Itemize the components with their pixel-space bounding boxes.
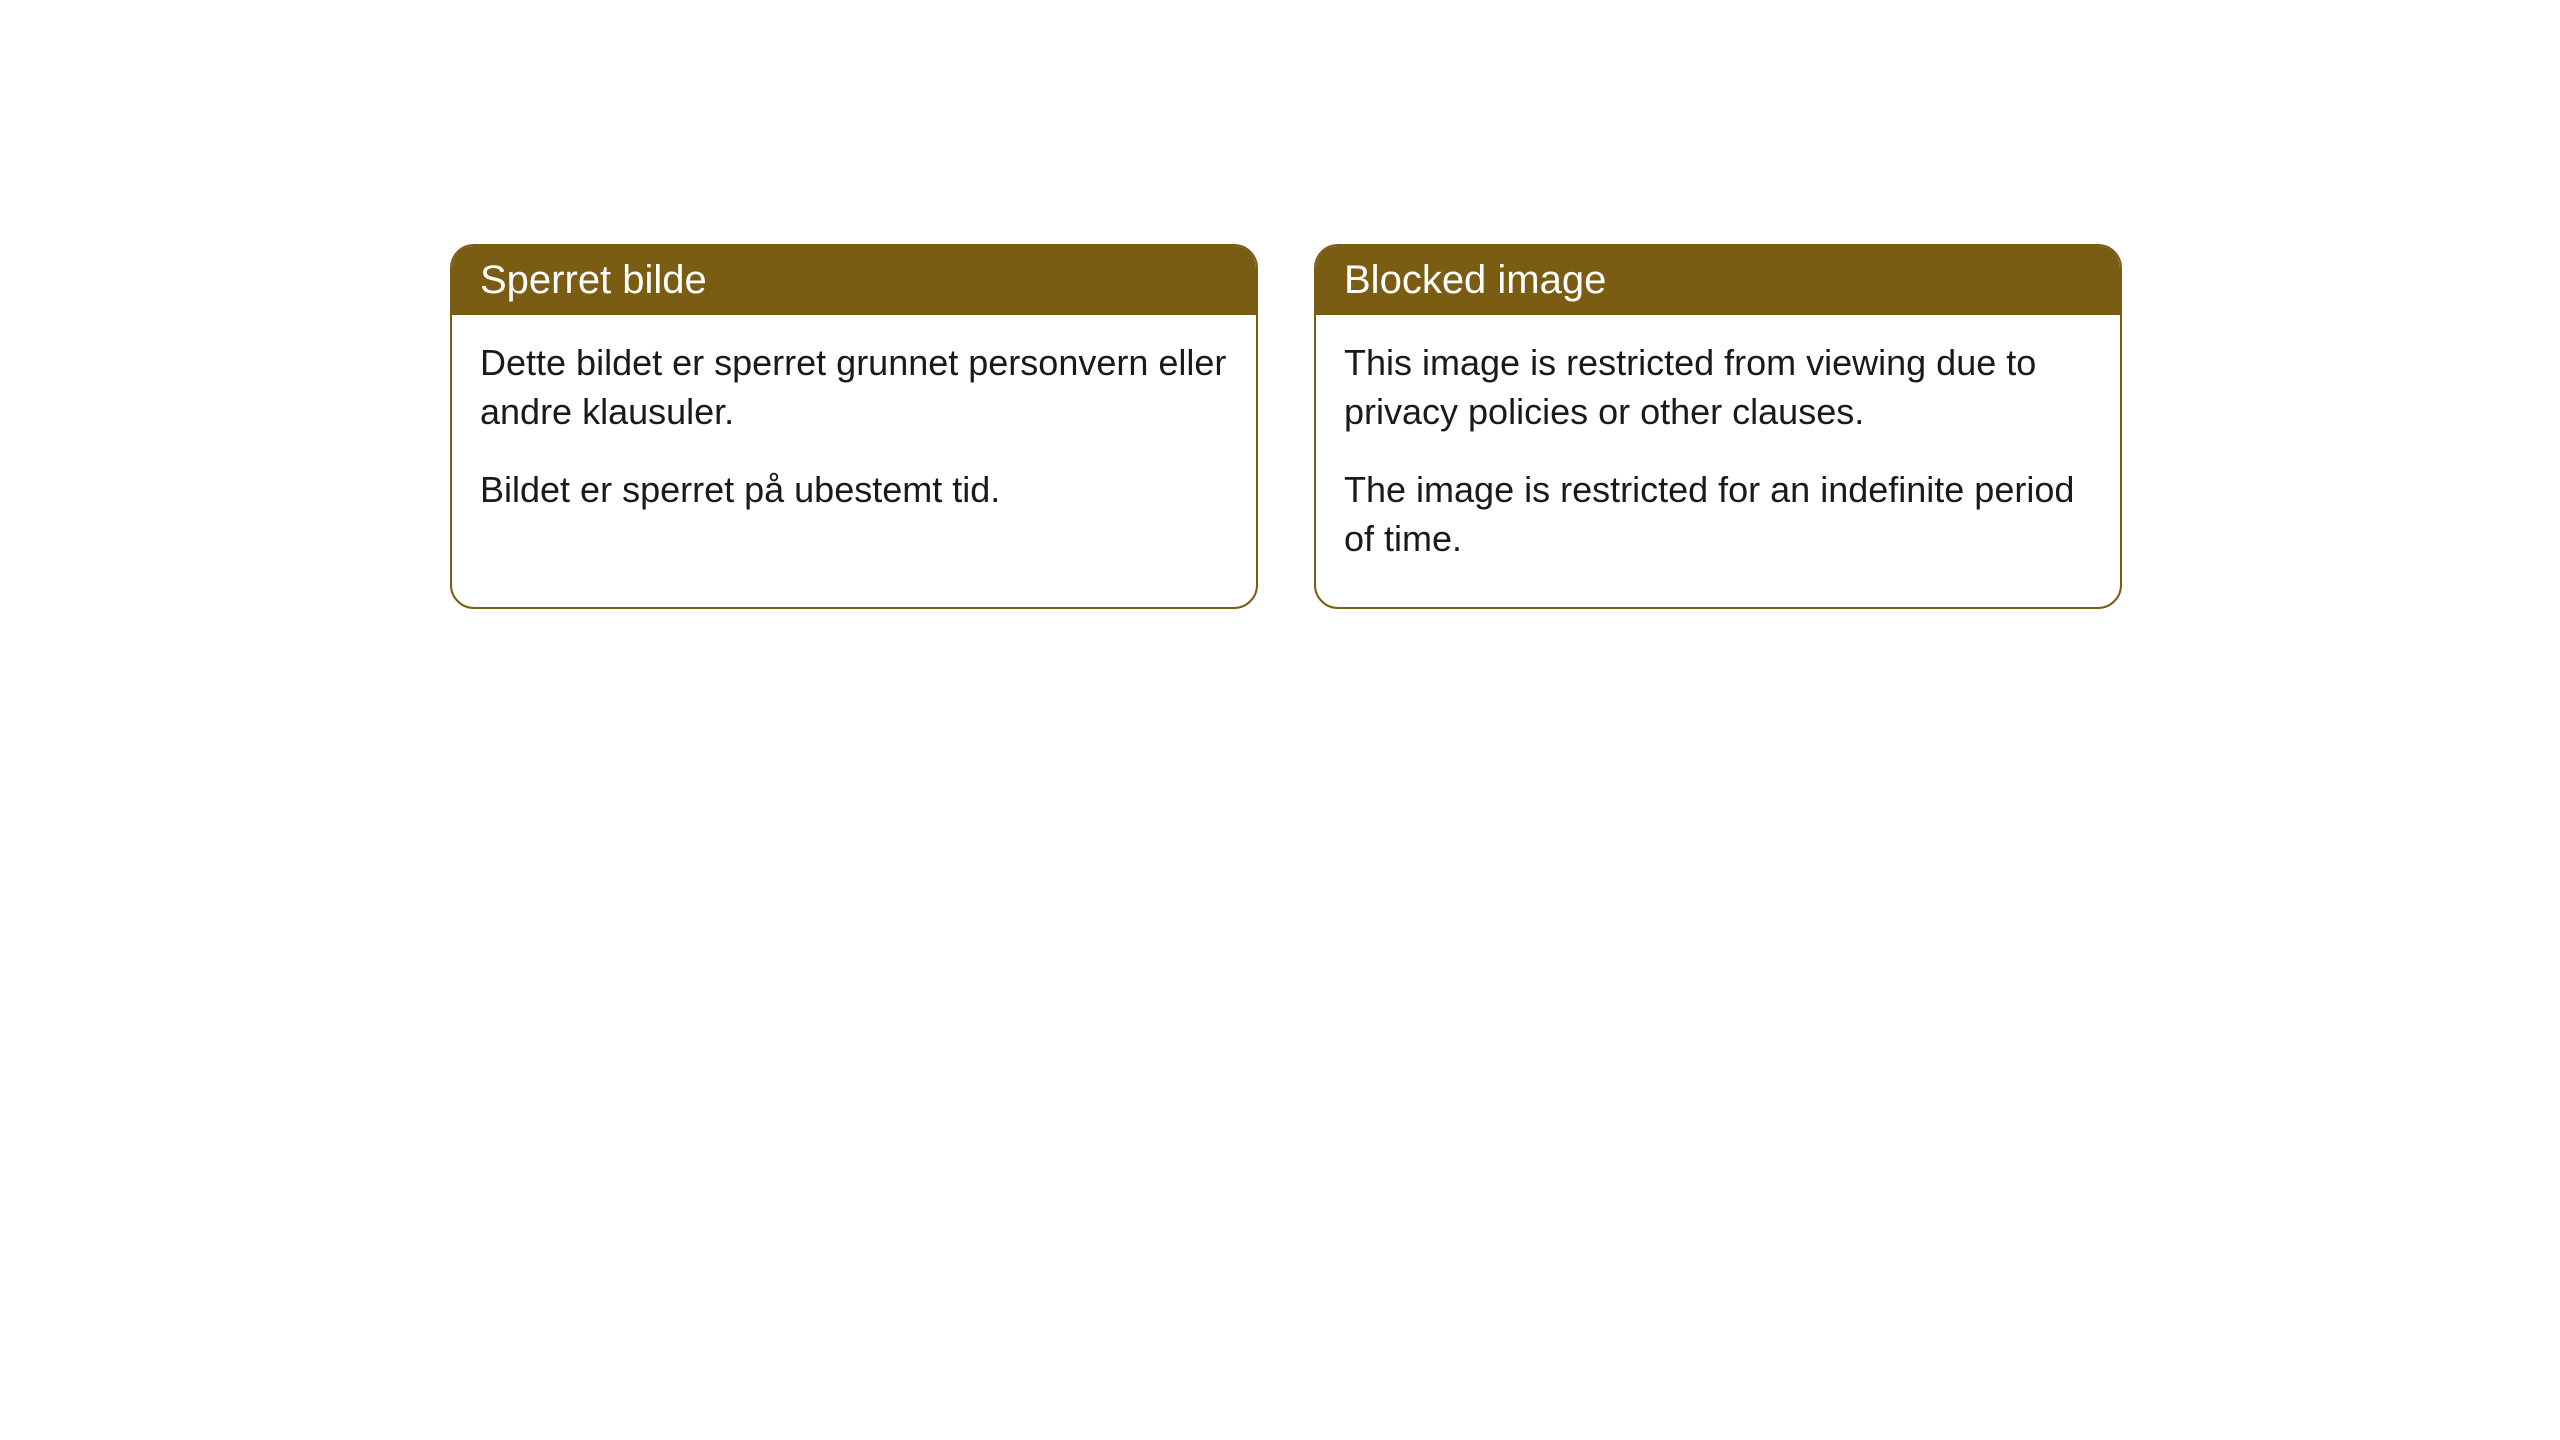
card-paragraph-1: This image is restricted from viewing du… xyxy=(1344,339,2092,436)
card-body: Dette bildet er sperret grunnet personve… xyxy=(452,315,1256,559)
card-paragraph-1: Dette bildet er sperret grunnet personve… xyxy=(480,339,1228,436)
card-header: Blocked image xyxy=(1316,246,2120,315)
cards-container: Sperret bilde Dette bildet er sperret gr… xyxy=(0,0,2560,609)
card-title: Blocked image xyxy=(1344,258,1606,302)
blocked-image-card-english: Blocked image This image is restricted f… xyxy=(1314,244,2122,609)
blocked-image-card-norwegian: Sperret bilde Dette bildet er sperret gr… xyxy=(450,244,1258,609)
card-header: Sperret bilde xyxy=(452,246,1256,315)
card-paragraph-2: Bildet er sperret på ubestemt tid. xyxy=(480,466,1228,515)
card-body: This image is restricted from viewing du… xyxy=(1316,315,2120,607)
card-paragraph-2: The image is restricted for an indefinit… xyxy=(1344,466,2092,563)
card-title: Sperret bilde xyxy=(480,258,707,302)
